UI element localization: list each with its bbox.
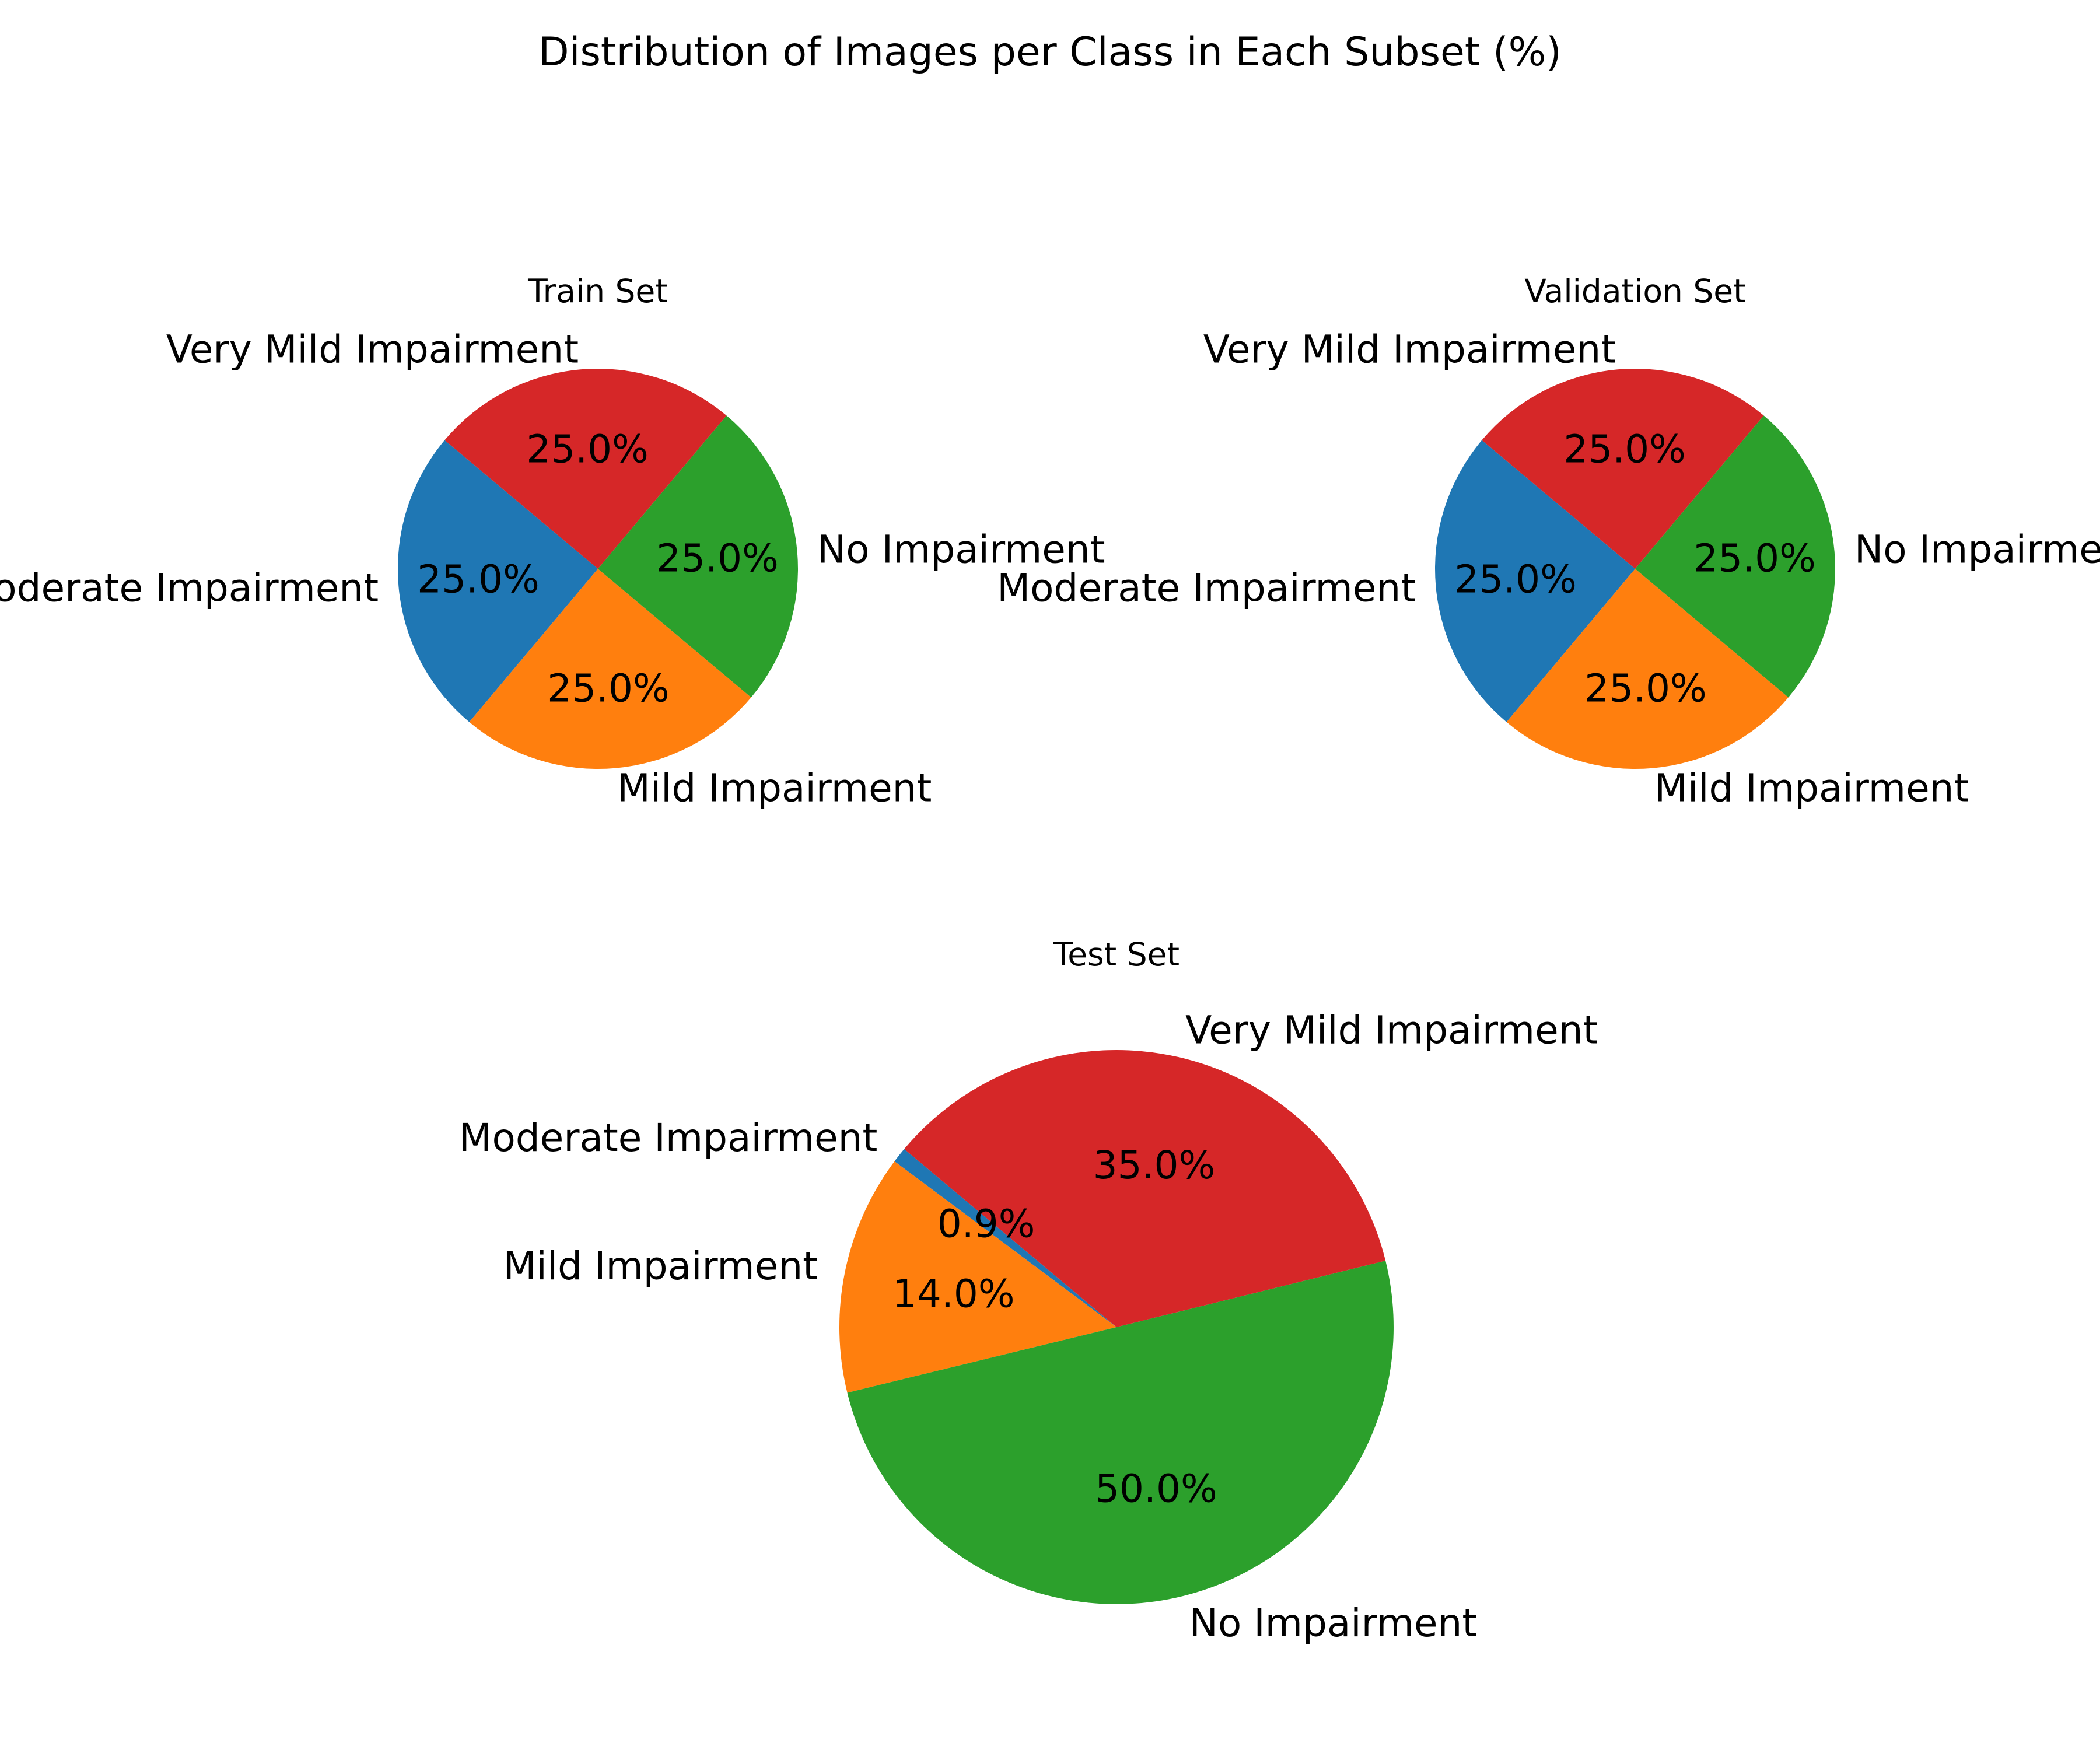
pie-label-train-very-mild-impairment: Very Mild Impairment <box>166 327 579 372</box>
pie-slice-train-mild-impairment <box>469 569 751 769</box>
pie-pct-test-moderate-impairment: 0.9% <box>937 1202 1035 1247</box>
pie-slice-validation-mild-impairment <box>1506 569 1788 769</box>
pie-label-train-no-impairment: No Impairment <box>817 527 1105 572</box>
pie-chart-test: Test Set Moderate Impairment 0.9% Mild Imp… <box>459 936 1598 1646</box>
pie-slice-train-moderate-impairment <box>398 440 598 722</box>
pie-slice-validation-very-mild-impairment <box>1482 368 1764 569</box>
pie-label-validation-very-mild-impairment: Very Mild Impairment <box>1203 327 1616 372</box>
pie-title-test: Test Set <box>1053 936 1180 973</box>
pie-slice-test-no-impairment <box>847 1261 1394 1604</box>
pie-label-validation-mild-impairment: Mild Impairment <box>1654 765 1969 810</box>
pie-title-train: Train Set <box>527 272 668 310</box>
pie-slice-validation-no-impairment <box>1635 415 1835 698</box>
pie-slice-train-very-mild-impairment <box>444 369 727 569</box>
pie-pct-test-no-impairment: 50.0% <box>1095 1466 1217 1511</box>
pie-pct-validation-very-mild-impairment: 25.0% <box>1563 426 1686 471</box>
pie-label-train-moderate-impairment: Moderate Impairment <box>0 565 379 610</box>
pie-slice-test-very-mild-impairment <box>904 1050 1386 1327</box>
pie-pct-validation-moderate-impairment: 25.0% <box>1454 557 1577 601</box>
pie-label-test-moderate-impairment: Moderate Impairment <box>459 1115 878 1160</box>
pie-pct-validation-mild-impairment: 25.0% <box>1584 666 1707 711</box>
pie-pct-train-mild-impairment: 25.0% <box>547 666 670 711</box>
pie-label-test-mild-impairment: Mild Impairment <box>503 1244 818 1289</box>
pie-slice-validation-moderate-impairment <box>1435 440 1635 722</box>
pie-label-test-no-impairment: No Impairment <box>1189 1601 1477 1646</box>
pie-label-train-mild-impairment: Mild Impairment <box>617 765 932 810</box>
pie-title-validation: Validation Set <box>1524 272 1745 310</box>
pie-label-test-very-mild-impairment: Very Mild Impairment <box>1185 1008 1598 1053</box>
figure-title: Distribution of Images per Class in Each… <box>538 29 1562 75</box>
pie-label-validation-moderate-impairment: Moderate Impairment <box>997 565 1416 610</box>
pie-chart-train: Train Set Moderate Impairment 25.0% Mild I… <box>0 272 1105 810</box>
pie-pct-train-very-mild-impairment: 25.0% <box>526 426 649 471</box>
pie-pct-test-mild-impairment: 14.0% <box>892 1272 1015 1317</box>
pie-pct-validation-no-impairment: 25.0% <box>1693 536 1816 581</box>
pie-pct-train-no-impairment: 25.0% <box>656 536 779 581</box>
pie-chart-validation: Validation Set Moderate Impairment 25.0% M… <box>997 272 2100 810</box>
pie-pct-test-very-mild-impairment: 35.0% <box>1093 1143 1216 1188</box>
pie-slice-test-moderate-impairment <box>894 1149 1116 1327</box>
pie-slice-train-no-impairment <box>598 415 798 698</box>
pie-pct-train-moderate-impairment: 25.0% <box>417 557 540 601</box>
pie-slice-test-mild-impairment <box>839 1161 1116 1393</box>
pie-label-validation-no-impairment: No Impairment <box>1854 527 2100 572</box>
